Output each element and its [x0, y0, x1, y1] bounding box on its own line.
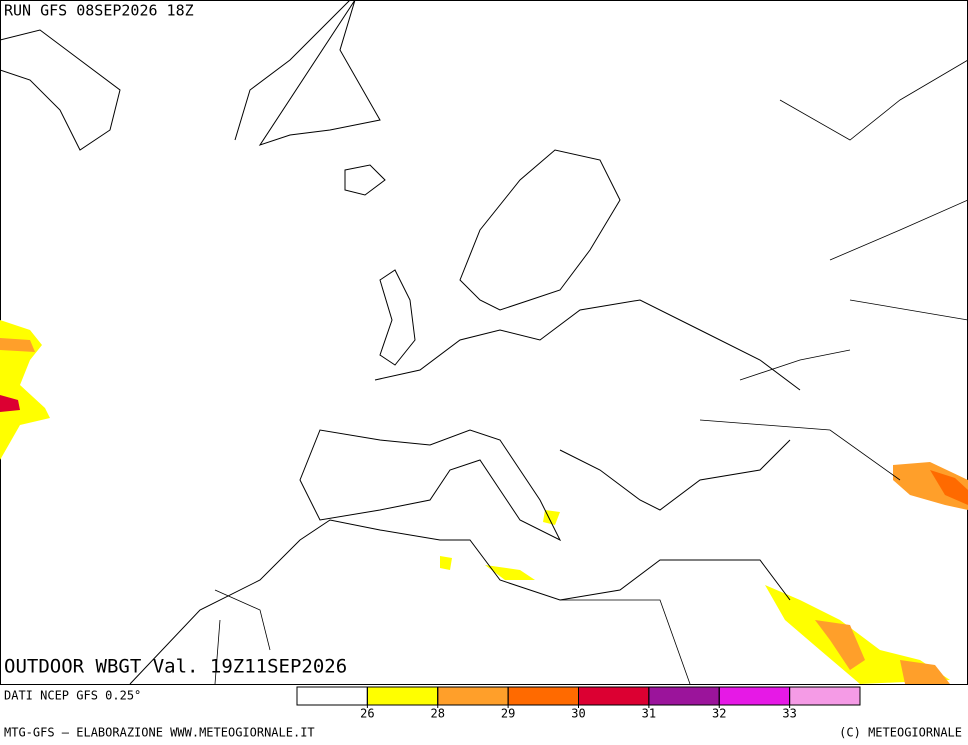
map-frame — [0, 0, 968, 685]
colorbar: 26 28 29 30 31 32 33 — [296, 686, 861, 721]
color-box — [789, 686, 861, 706]
tick-label: 32 — [712, 707, 726, 721]
map-shapes — [0, 0, 968, 685]
map-title: OUTDOOR WBGT Val. 19Z11SEP2026 — [4, 656, 347, 678]
color-box — [366, 686, 439, 706]
color-box — [648, 686, 720, 706]
tick-label: 33 — [782, 707, 796, 721]
footer-right: (C) METEOGIORNALE — [839, 726, 962, 740]
tick-label: 26 — [360, 707, 374, 721]
data-source: DATI NCEP GFS 0.25° — [4, 689, 141, 703]
run-label: RUN GFS 08SEP2026 18Z — [4, 2, 194, 20]
tick-label: 28 — [431, 707, 445, 721]
color-box — [296, 686, 368, 706]
color-box — [578, 686, 650, 706]
footer-left: MTG-GFS — ELABORAZIONE WWW.METEOGIORNALE… — [4, 726, 315, 740]
tick-label: 29 — [501, 707, 515, 721]
tick-label: 31 — [642, 707, 656, 721]
color-box — [437, 686, 509, 706]
tick-label: 30 — [571, 707, 585, 721]
color-box — [718, 686, 791, 706]
color-box — [507, 686, 579, 706]
